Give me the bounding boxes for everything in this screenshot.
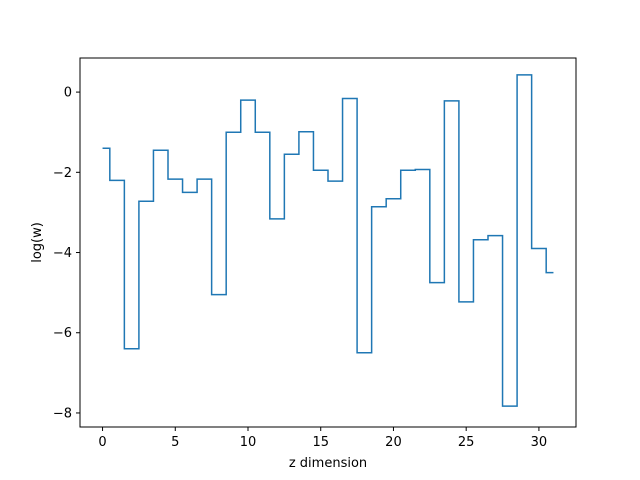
axes-frame (79, 57, 577, 428)
y-axis-ticks: −8 −6 −4 −2 0 (53, 86, 80, 421)
y-tick-label: −8 (53, 406, 72, 421)
x-tick-label: 10 (240, 435, 257, 450)
x-tick-label: 30 (531, 435, 548, 450)
y-tick-label: −2 (53, 166, 72, 181)
y-axis-label: log(w) (30, 222, 45, 263)
y-tick-label: 0 (64, 86, 72, 101)
y-tick-label: −6 (53, 326, 72, 341)
y-tick-label: −4 (53, 246, 72, 261)
x-axis-ticks: 0 5 10 15 20 25 30 (98, 427, 547, 450)
x-tick-label: 0 (98, 435, 106, 450)
x-axis-label: z dimension (289, 456, 367, 471)
x-tick-label: 5 (171, 435, 179, 450)
x-tick-label: 25 (458, 435, 475, 450)
plot-layer (102, 74, 554, 407)
x-tick-label: 20 (385, 435, 402, 450)
x-tick-label: 15 (312, 435, 329, 450)
series-line-0 (102, 74, 554, 407)
